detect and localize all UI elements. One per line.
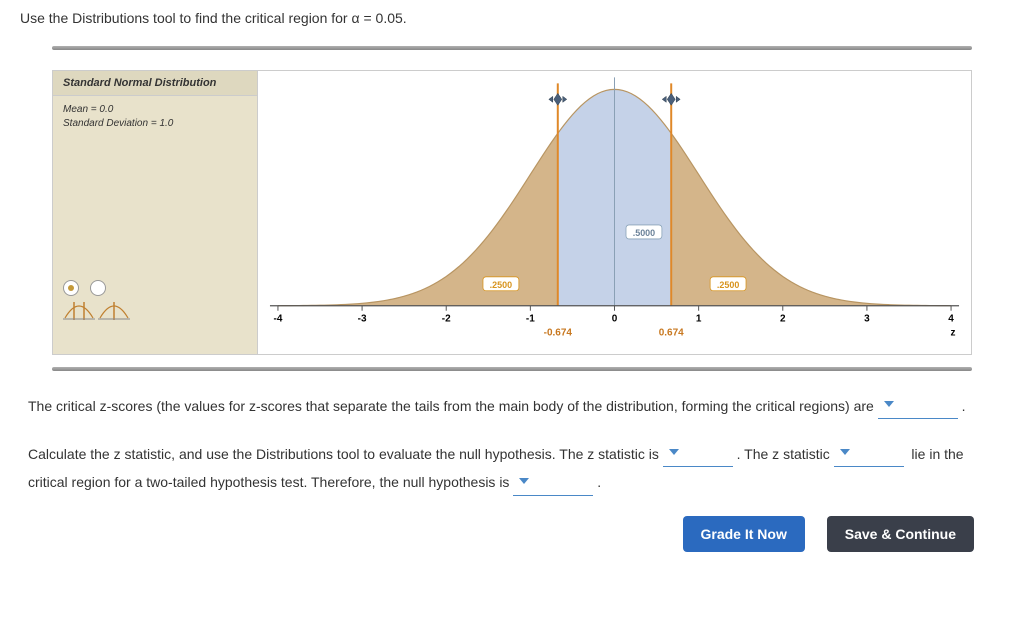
svg-text:.5000: .5000 xyxy=(633,228,655,238)
svg-text:.2500: .2500 xyxy=(717,280,739,290)
divider xyxy=(52,46,972,50)
svg-text:2: 2 xyxy=(780,314,786,325)
mean-label: Mean = 0.0 xyxy=(63,104,247,115)
svg-text:0: 0 xyxy=(612,314,618,325)
q1-dropdown[interactable] xyxy=(878,391,958,419)
grade-button[interactable]: Grade It Now xyxy=(683,516,805,552)
button-row: Grade It Now Save & Continue xyxy=(20,516,974,552)
mode-icon-one-line[interactable] xyxy=(98,300,130,322)
divider-2 xyxy=(52,367,972,371)
chart-area: -4 -3 -2 -1 0 1 2 3 4 z -0.674 0.674 .2500 .2500 .5000 xyxy=(258,71,971,354)
question-2: Calculate the z statistic, and use the D… xyxy=(28,439,996,495)
q2-text-1: Calculate the z statistic, and use the D… xyxy=(28,446,659,462)
q2-dropdown-2[interactable] xyxy=(834,439,904,467)
distributions-tool: Standard Normal Distribution Mean = 0.0 … xyxy=(52,70,972,355)
radio-group xyxy=(53,280,257,296)
distribution-title: Standard Normal Distribution xyxy=(53,71,257,96)
svg-text:-3: -3 xyxy=(358,314,367,325)
svg-text:-0.674: -0.674 xyxy=(544,328,573,339)
svg-text:-2: -2 xyxy=(442,314,451,325)
mode-icons xyxy=(53,296,257,333)
svg-text:.2500: .2500 xyxy=(490,280,512,290)
sd-label: Standard Deviation = 1.0 xyxy=(63,118,247,129)
svg-text:-1: -1 xyxy=(526,314,535,325)
chevron-down-icon xyxy=(840,449,850,455)
q2-text-2: . The z statistic xyxy=(737,446,830,462)
mode-radio-2[interactable] xyxy=(90,280,106,296)
chevron-down-icon xyxy=(519,478,529,484)
q2-dropdown-1[interactable] xyxy=(663,439,733,467)
mode-radio-1[interactable] xyxy=(63,280,79,296)
question-1: The critical z-scores (the values for z-… xyxy=(28,391,996,419)
svg-text:3: 3 xyxy=(864,314,870,325)
svg-text:1: 1 xyxy=(696,314,702,325)
svg-text:z: z xyxy=(951,328,956,339)
instruction-text: Use the Distributions tool to find the c… xyxy=(20,10,1004,26)
mode-icon-two-lines[interactable] xyxy=(63,300,95,322)
q2-text-3: lie xyxy=(911,446,925,462)
normal-curve-chart[interactable]: -4 -3 -2 -1 0 1 2 3 4 z -0.674 0.674 .2500 .2500 .5000 xyxy=(258,71,971,351)
save-continue-button[interactable]: Save & Continue xyxy=(827,516,974,552)
svg-text:0.674: 0.674 xyxy=(659,328,684,339)
svg-text:-4: -4 xyxy=(274,314,283,325)
svg-text:4: 4 xyxy=(948,314,954,325)
tool-sidebar: Standard Normal Distribution Mean = 0.0 … xyxy=(53,71,258,354)
chevron-down-icon xyxy=(669,449,679,455)
chevron-down-icon xyxy=(884,401,894,407)
q1-text: The critical z-scores (the values for z-… xyxy=(28,398,874,414)
q2-dropdown-3[interactable] xyxy=(513,467,593,495)
